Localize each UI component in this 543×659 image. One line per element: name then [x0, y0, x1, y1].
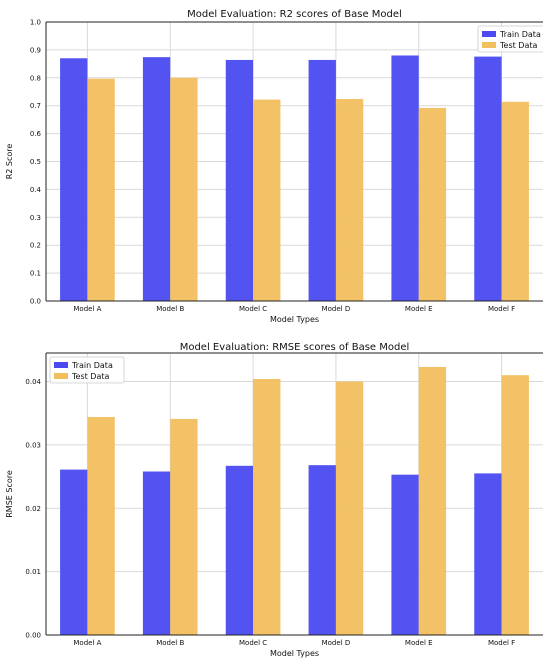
- r2-y-tick-label: 1.0: [30, 19, 41, 27]
- r2-chart: Model Evaluation: R2 scores of Base Mode…: [5, 9, 543, 324]
- r2-y-tick-label: 0.3: [30, 214, 41, 222]
- r2-x-tick-label: Model E: [405, 305, 433, 313]
- r2-y-tick-label: 0.7: [30, 102, 41, 110]
- r2-x-tick-label: Model B: [156, 305, 184, 313]
- rmse-bar-train: [60, 469, 88, 635]
- r2-legend-label-train: Train Data: [499, 30, 541, 39]
- r2-legend-label-test: Test Data: [499, 41, 537, 50]
- r2-bar-train: [391, 55, 419, 302]
- r2-bar-test: [87, 78, 115, 302]
- rmse-bar-test: [170, 418, 198, 635]
- rmse-legend-box: [49, 356, 125, 384]
- r2-y-axis-label: R2 Score: [5, 144, 14, 180]
- rmse-y-tick-label: 0.01: [25, 568, 41, 576]
- r2-chart-title: Model Evaluation: R2 scores of Base Mode…: [187, 9, 402, 20]
- r2-bar-train: [60, 58, 88, 301]
- r2-bar-test: [170, 77, 198, 301]
- rmse-y-tick-label: 0.04: [25, 378, 41, 386]
- rmse-x-tick-label: Model A: [73, 639, 101, 647]
- r2-x-axis-label: Model Types: [270, 315, 319, 324]
- rmse-chart: Model Evaluation: RMSE scores of Base Mo…: [0, 338, 543, 659]
- r2-bar-train: [308, 59, 336, 301]
- r2-bar-train: [225, 59, 254, 301]
- rmse-y-tick-label: 0.02: [25, 505, 41, 513]
- rmse-bar-train: [474, 473, 502, 635]
- r2-bar-test: [501, 101, 529, 301]
- r2-bar-test: [253, 99, 281, 301]
- rmse-legend-label-test: Test Data: [71, 372, 109, 381]
- r2-chart-svg: Model Evaluation: R2 scores of Base Mode…: [5, 9, 543, 324]
- rmse-x-tick-label: Model F: [488, 639, 515, 647]
- r2-y-tick-label: 0.2: [30, 242, 41, 250]
- r2-y-tick-label: 0.5: [30, 158, 41, 166]
- r2-y-tick-label: 0.6: [30, 130, 42, 138]
- r2-bar-test: [335, 99, 364, 301]
- rmse-y-tick-label: 0.03: [25, 441, 41, 449]
- rmse-y-tick-label: 0.00: [25, 632, 41, 640]
- rmse-x-tick-label: Model B: [156, 639, 184, 647]
- rmse-x-axis-label: Model Types: [270, 649, 319, 658]
- rmse-x-tick-label: Model C: [239, 639, 267, 647]
- rmse-bar-test: [335, 381, 364, 635]
- rmse-bar-test: [418, 366, 447, 635]
- r2-y-tick-label: 0.8: [30, 74, 41, 82]
- r2-x-tick-label: Model C: [239, 305, 267, 313]
- r2-x-tick-label: Model A: [73, 305, 101, 313]
- r2-x-tick-label: Model F: [488, 305, 515, 313]
- rmse-bar-test: [87, 417, 115, 635]
- r2-x-tick-label: Model D: [322, 305, 351, 313]
- r2-y-tick-label: 0.4: [30, 186, 42, 194]
- rmse-bar-train: [308, 465, 336, 635]
- r2-legend-swatch-train: [482, 31, 496, 37]
- rmse-y-axis-label: RMSE Score: [5, 470, 14, 518]
- rmse-bar-test: [253, 378, 281, 635]
- rmse-bar-train: [142, 471, 171, 635]
- r2-bar-train: [142, 57, 171, 302]
- rmse-legend-swatch-train: [54, 362, 68, 368]
- r2-bar-test: [418, 107, 447, 301]
- rmse-chart-title: Model Evaluation: RMSE scores of Base Mo…: [180, 342, 410, 353]
- rmse-bar-train: [391, 474, 419, 635]
- r2-bar-train: [474, 56, 502, 301]
- r2-legend-swatch-test: [482, 42, 496, 48]
- rmse-legend-swatch-test: [54, 373, 68, 379]
- r2-y-tick-label: 0.9: [30, 46, 41, 54]
- rmse-x-tick-label: Model D: [322, 639, 351, 647]
- rmse-chart-svg: Model Evaluation: RMSE scores of Base Mo…: [5, 342, 543, 658]
- rmse-legend-label-train: Train Data: [71, 361, 113, 370]
- rmse-x-tick-label: Model E: [405, 639, 433, 647]
- rmse-bar-train: [225, 465, 254, 635]
- rmse-bar-test: [501, 375, 529, 635]
- r2-y-tick-label: 0.1: [30, 270, 41, 278]
- r2-y-tick-label: 0.0: [30, 298, 41, 306]
